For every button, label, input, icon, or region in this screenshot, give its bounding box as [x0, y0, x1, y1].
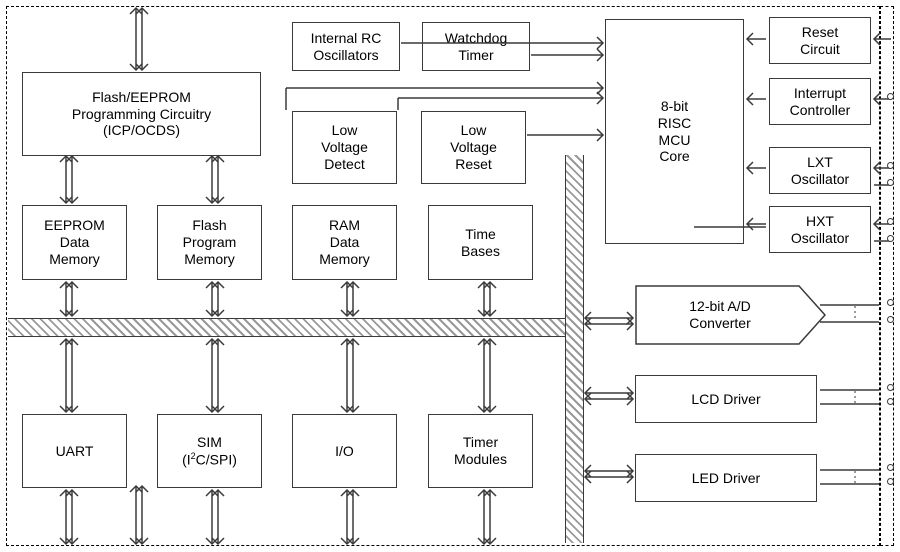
block-label: Watchdog Timer: [445, 30, 508, 64]
adc-label: 12-bit A/D Converter: [650, 298, 790, 332]
block-label: Flash Program Memory: [183, 217, 237, 267]
diagram-canvas: Flash/EEPROM Programming Circuitry (ICP/…: [0, 0, 900, 552]
pin-circle: [887, 179, 894, 186]
block-mcu-core: 8-bit RISC MCU Core: [605, 19, 744, 244]
block-lcd-driver: LCD Driver: [635, 375, 817, 423]
bus-horizontal: [8, 318, 584, 337]
block-flash-prog-mem: Flash Program Memory: [157, 205, 262, 280]
block-label: Flash/EEPROM Programming Circuitry (ICP/…: [72, 89, 211, 139]
block-reset-circuit: Reset Circuit: [769, 17, 871, 64]
block-label: Time Bases: [461, 226, 500, 260]
block-label: SIM(I2C/SPI): [182, 434, 237, 468]
block-io: I/O: [292, 414, 397, 488]
block-lxt-osc: LXT Oscillator: [769, 147, 871, 194]
block-flash-eeprom-prog: Flash/EEPROM Programming Circuitry (ICP/…: [22, 72, 261, 156]
block-label: Low Voltage Reset: [450, 122, 497, 172]
block-uart: UART: [22, 414, 127, 488]
block-low-volt-reset: Low Voltage Reset: [421, 111, 526, 184]
pin-circle: [887, 316, 894, 323]
block-label: LXT Oscillator: [791, 154, 849, 188]
pin-circle: [887, 398, 894, 405]
pin-circle: [887, 384, 894, 391]
block-label: LED Driver: [692, 470, 760, 487]
block-label: EEPROM Data Memory: [44, 217, 105, 267]
bus-vertical: [565, 155, 584, 543]
block-label: Low Voltage Detect: [321, 122, 368, 172]
block-label: LCD Driver: [691, 391, 760, 408]
block-label: Interrupt Controller: [790, 85, 851, 119]
pin-circle: [887, 235, 894, 242]
block-eeprom-data-mem: EEPROM Data Memory: [22, 205, 127, 280]
block-label: Timer Modules: [454, 434, 507, 468]
block-watchdog-timer: Watchdog Timer: [422, 22, 530, 71]
pin-circle: [887, 93, 894, 100]
block-label: RAM Data Memory: [319, 217, 370, 267]
block-ram-data-mem: RAM Data Memory: [292, 205, 397, 280]
block-label: Internal RC Oscillators: [311, 30, 382, 64]
block-sim: SIM(I2C/SPI): [157, 414, 262, 488]
block-label: HXT Oscillator: [791, 213, 849, 247]
pin-circle: [887, 162, 894, 169]
block-internal-rc-osc: Internal RC Oscillators: [292, 22, 400, 71]
block-low-volt-detect: Low Voltage Detect: [292, 111, 397, 184]
block-time-bases: Time Bases: [428, 205, 533, 280]
block-label: Reset Circuit: [800, 24, 840, 58]
block-hxt-osc: HXT Oscillator: [769, 206, 871, 253]
block-label: 8-bit RISC MCU Core: [658, 98, 691, 165]
block-led-driver: LED Driver: [635, 454, 817, 502]
pin-circle: [887, 218, 894, 225]
pin-circle: [887, 464, 894, 471]
block-timer-modules: Timer Modules: [428, 414, 533, 488]
block-label: I/O: [335, 443, 354, 460]
pin-circle: [887, 478, 894, 485]
pin-circle: [887, 299, 894, 306]
block-label: UART: [56, 443, 94, 460]
block-interrupt-ctrl: Interrupt Controller: [769, 78, 871, 125]
